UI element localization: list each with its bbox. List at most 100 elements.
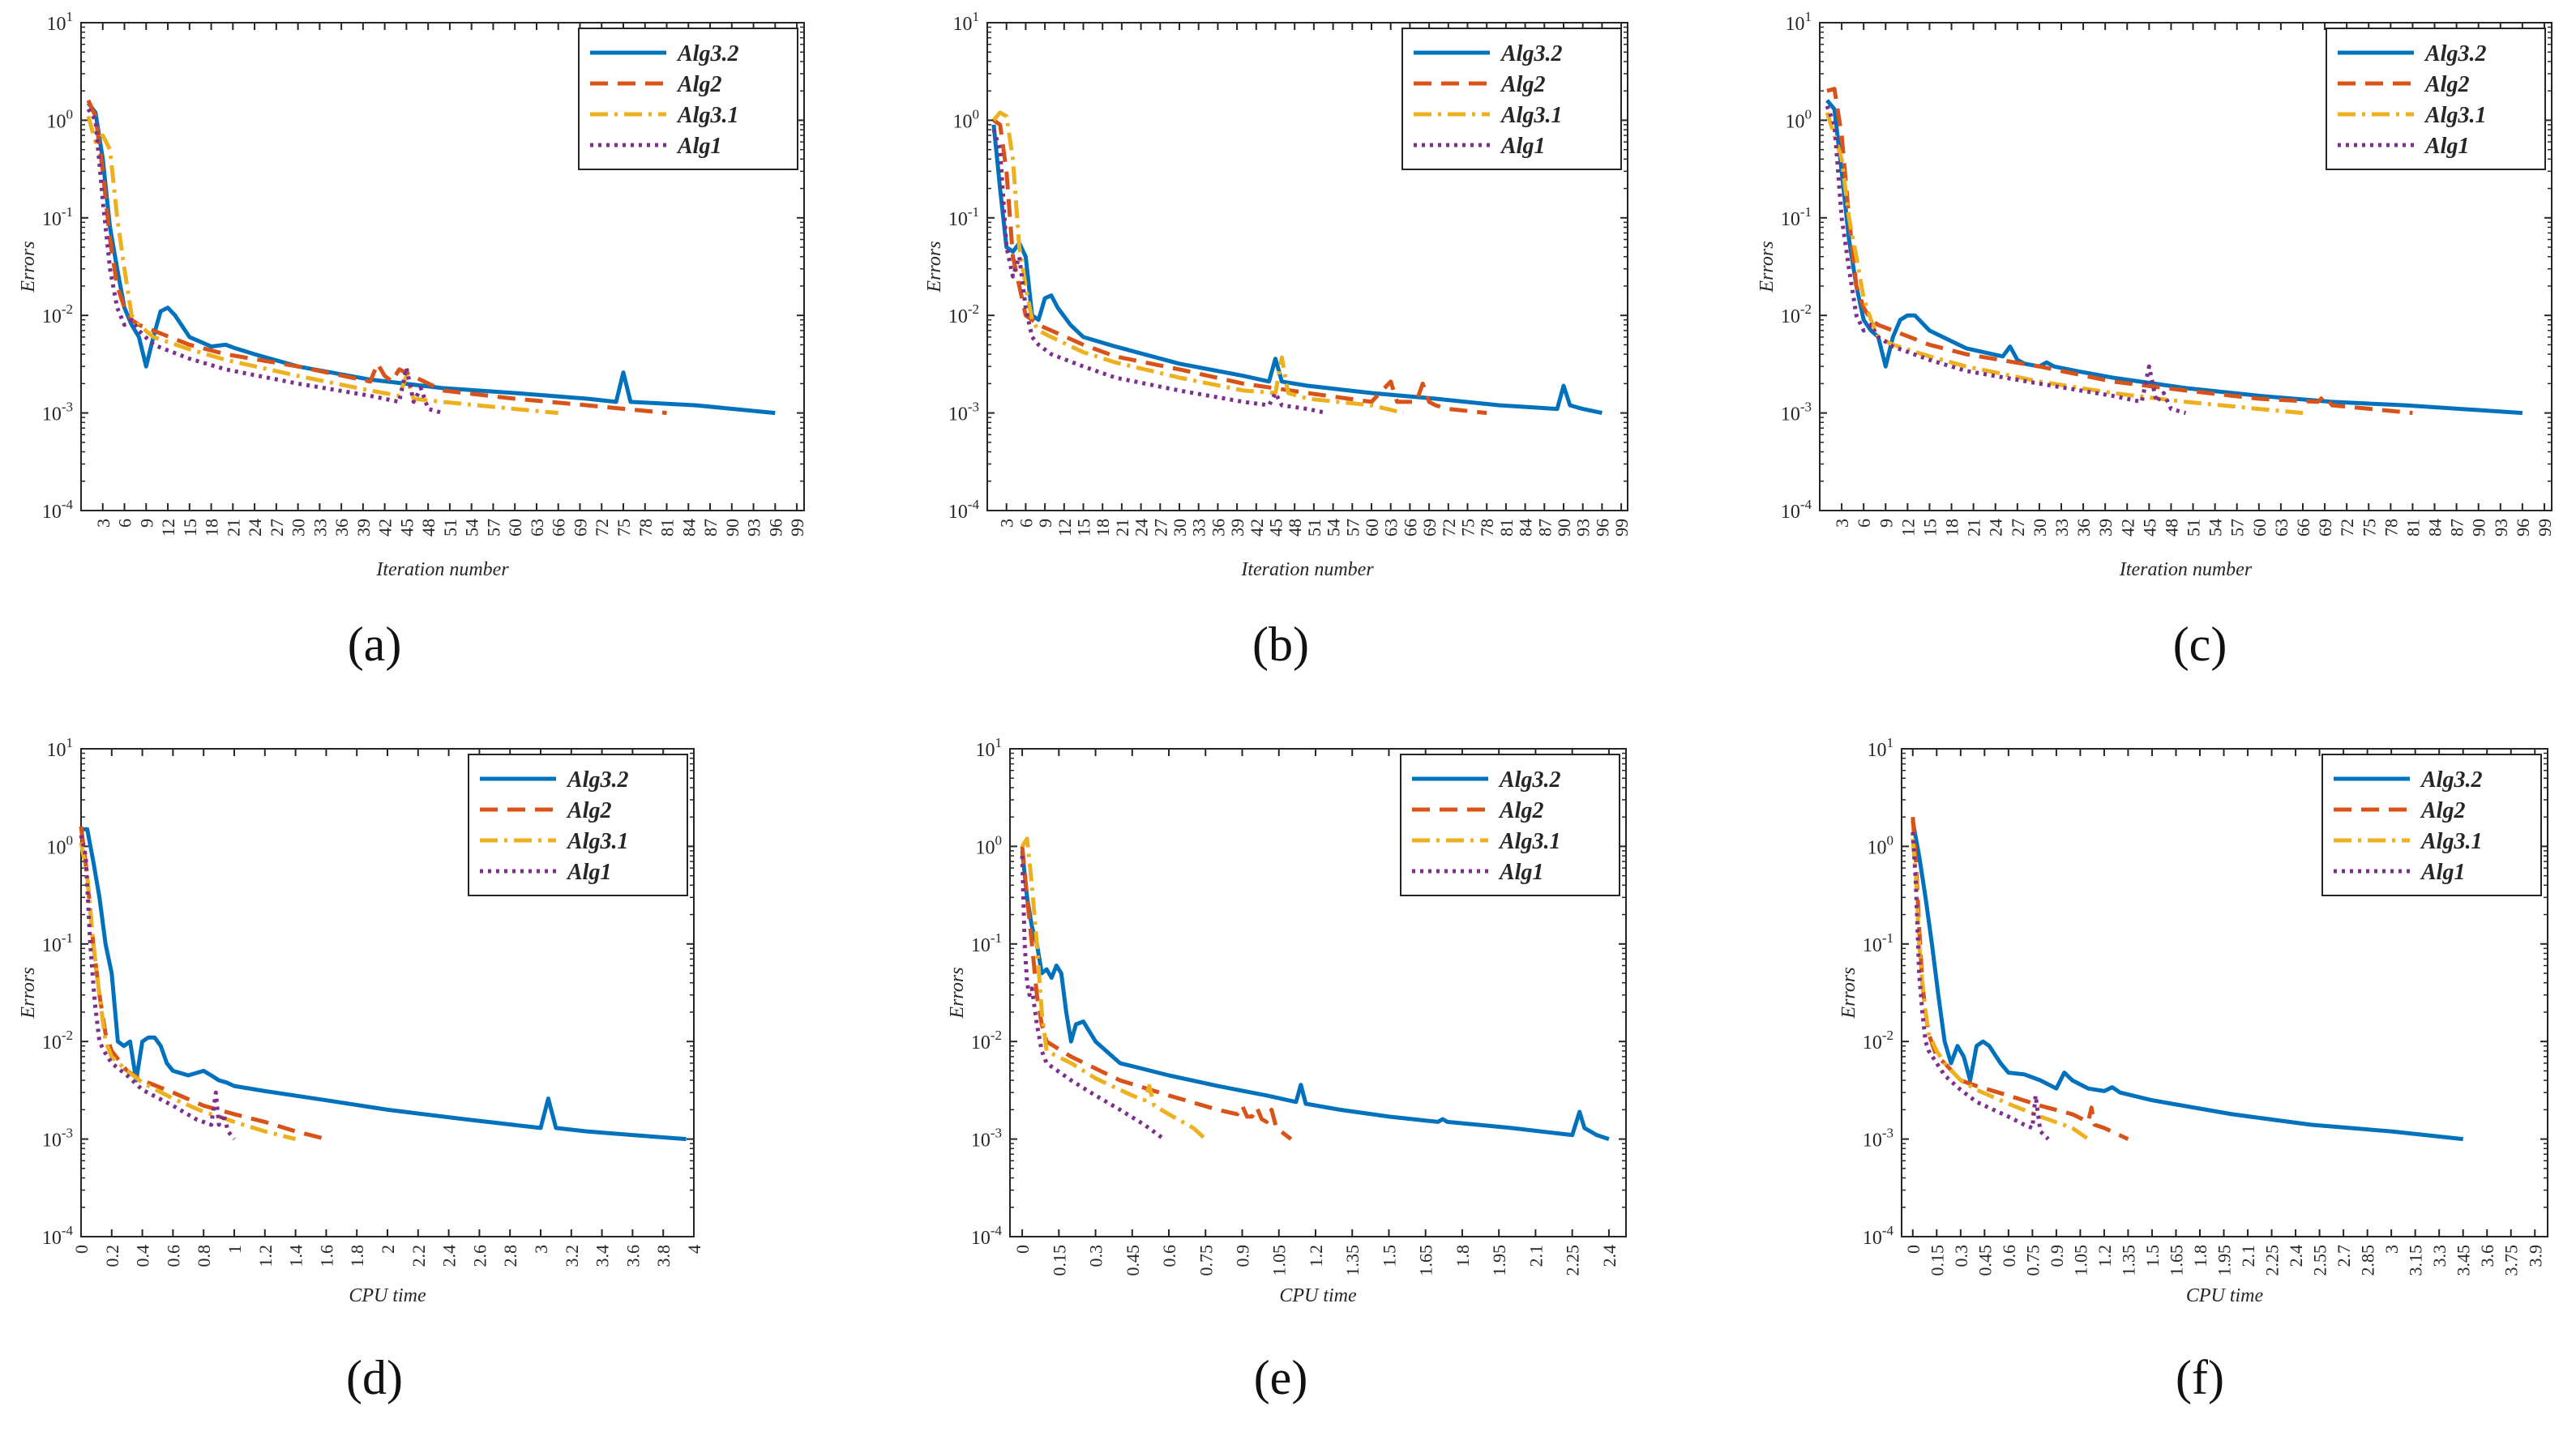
x-tick-label: 2.6	[469, 1245, 490, 1267]
x-tick-label: 54	[1324, 519, 1344, 536]
x-tick-label: 36	[1208, 519, 1228, 536]
x-tick-label: 1	[225, 1245, 245, 1254]
caption-f: (f)	[2176, 1351, 2224, 1404]
x-tick-label: 96	[765, 519, 785, 536]
caption-a: (a)	[348, 618, 402, 671]
caption-d: (d)	[346, 1351, 403, 1404]
x-tick-label: 66	[549, 519, 569, 536]
series-line-alg3-1	[86, 115, 558, 416]
x-tick-label: 99	[1611, 519, 1632, 536]
y-tick-label: 101	[47, 9, 74, 35]
x-tick-label: 24	[1986, 519, 2006, 536]
legend-entry: Alg3.2	[2420, 767, 2482, 793]
x-tick-label: 1.6	[316, 1245, 336, 1267]
y-tick-label: 10-1	[971, 930, 1002, 956]
x-tick-label: 48	[1285, 519, 1305, 536]
x-tick-label: 93	[2491, 519, 2511, 536]
x-tick-label: 1.5	[1379, 1245, 1399, 1267]
x-tick-label: 99	[787, 519, 807, 536]
x-tick-label: 78	[1477, 519, 1497, 536]
x-tick-label: 2.85	[2358, 1245, 2378, 1276]
legend-entry: Alg1	[1500, 134, 1545, 159]
x-tick-label: 33	[2052, 519, 2072, 536]
x-tick-label: 87	[1534, 519, 1555, 536]
x-tick-label: 87	[2447, 519, 2467, 536]
x-tick-label: 0.9	[2047, 1245, 2067, 1267]
x-tick-label: 12	[1055, 519, 1075, 536]
series-line-alg3-2	[1911, 821, 2463, 1142]
y-axis-label: Errors	[1838, 967, 1859, 1019]
series-line-alg2	[992, 118, 1487, 416]
y-tick-label: 10-1	[1781, 204, 1812, 230]
x-tick-label: 0.8	[194, 1245, 214, 1267]
x-tick-label: 3.6	[2477, 1245, 2497, 1267]
legend-entry: Alg3.1	[1500, 103, 1562, 128]
legend: Alg3.2 Alg2 Alg3.1 Alg1	[468, 754, 688, 896]
x-tick-label: 1.35	[1342, 1245, 1363, 1276]
x-tick-label: 3.3	[2429, 1245, 2450, 1267]
y-tick-label: 10-2	[948, 301, 979, 327]
x-tick-label: 27	[267, 519, 287, 536]
caption-b: (b)	[1252, 618, 1309, 671]
x-tick-label: 3.8	[653, 1245, 674, 1267]
y-tick-label: 10-4	[42, 1223, 74, 1249]
x-axis-label: CPU time	[349, 1285, 426, 1306]
x-tick-label: 39	[2095, 519, 2116, 536]
x-tick-label: 18	[1942, 519, 1962, 536]
x-tick-label: 2.1	[2238, 1245, 2258, 1267]
x-tick-label: 75	[1458, 519, 1478, 536]
x-tick-label: 0.45	[1123, 1245, 1143, 1276]
series-line-alg1	[991, 129, 1328, 416]
series-line-alg3-1	[1020, 836, 1207, 1141]
x-tick-label: 24	[245, 519, 265, 536]
x-tick-label: 81	[2403, 519, 2423, 536]
series-line-alg1	[1911, 831, 2050, 1141]
x-tick-label: 0	[1903, 1245, 1923, 1254]
x-tick-label: 51	[1304, 519, 1324, 536]
legend-entry: Alg2	[2424, 72, 2469, 97]
x-tick-label: 42	[2117, 519, 2137, 536]
x-tick-label: 66	[2293, 519, 2313, 536]
x-tick-label: 30	[2030, 519, 2050, 536]
x-tick-label: 4	[684, 1245, 704, 1254]
x-tick-label: 3	[93, 519, 113, 528]
series-line-alg3-2	[991, 124, 1603, 416]
legend: Alg3.2 Alg2 Alg3.1 Alg1	[2326, 28, 2546, 170]
x-tick-label: 51	[2184, 519, 2204, 536]
legend-entry: Alg2	[1498, 798, 1543, 823]
x-tick-label: 87	[700, 519, 721, 536]
x-tick-label: 72	[592, 519, 612, 536]
x-tick-label: 0.9	[1233, 1245, 1253, 1267]
x-tick-label: 30	[1170, 519, 1190, 536]
x-tick-label: 78	[2381, 519, 2401, 536]
y-tick-label: 10-1	[42, 204, 73, 230]
x-tick-label: 1.65	[2166, 1245, 2186, 1276]
y-tick-label: 10-2	[971, 1028, 1002, 1053]
x-tick-label: 3.15	[2406, 1245, 2426, 1276]
x-tick-label: 1.2	[2095, 1245, 2115, 1267]
x-tick-label: 33	[310, 519, 330, 536]
x-tick-label: 2.4	[439, 1245, 460, 1267]
y-axis-label: Errors	[924, 241, 945, 293]
x-axis-label: CPU time	[1279, 1285, 1357, 1306]
x-tick-label: 15	[180, 519, 200, 536]
x-tick-label: 0.6	[1999, 1245, 2019, 1267]
y-tick-label: 100	[976, 832, 1003, 858]
legend-entry: Alg3.1	[1498, 829, 1560, 854]
x-tick-label: 93	[744, 519, 764, 536]
y-tick-label: 10-1	[1863, 930, 1893, 956]
y-tick-label: 10-2	[42, 1028, 73, 1053]
x-tick-label: 84	[678, 519, 699, 536]
x-tick-label: 48	[418, 519, 439, 536]
y-axis-label: Errors	[947, 967, 968, 1019]
x-tick-label: 6	[1854, 519, 1874, 528]
legend-entry: Alg3.1	[2420, 829, 2482, 854]
chart-d: 10-4 10-3 10-2 10-1 100 101 0 0.2 0.4 0.6 0.8 1 1.2 1…	[18, 735, 704, 1404]
x-tick-label: 1.95	[1489, 1245, 1509, 1276]
x-tick-label: 66	[1400, 519, 1420, 536]
legend-entry: Alg1	[1498, 860, 1543, 885]
x-tick-label: 0.6	[1159, 1245, 1179, 1267]
x-tick-label: 63	[1381, 519, 1401, 536]
